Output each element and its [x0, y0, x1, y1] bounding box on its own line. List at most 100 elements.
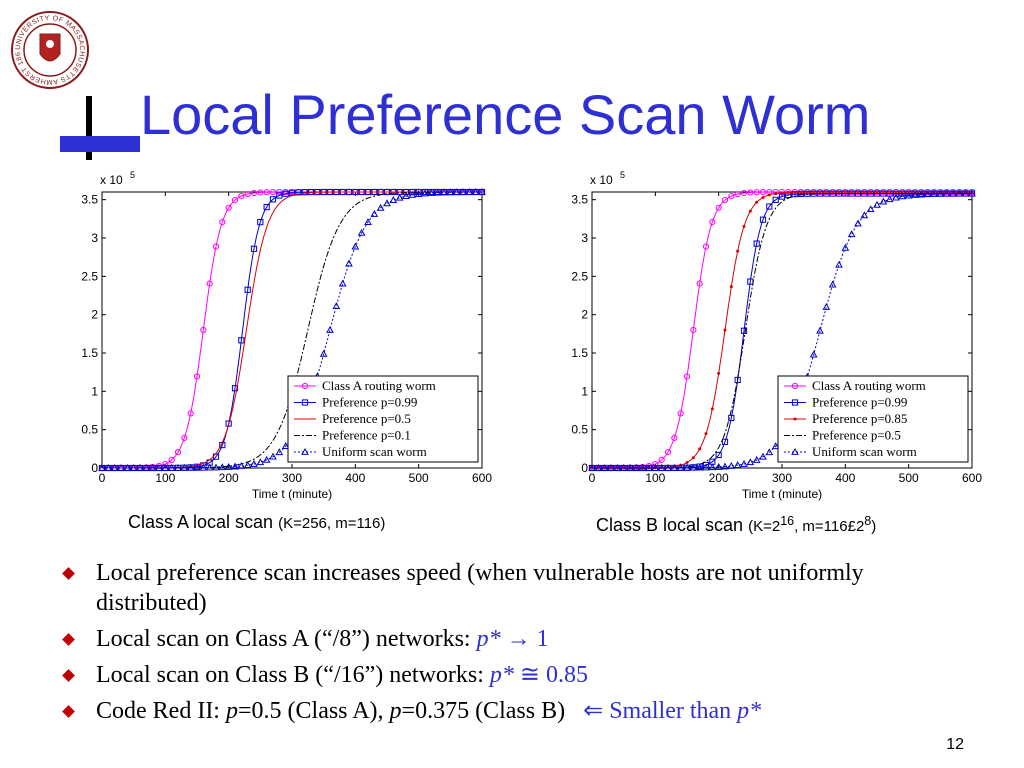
series-marker: [740, 459, 748, 467]
chart-class-b: x 10 5 0 100 200 300 400 500 600 0 0.5 1 1.5 2 2.5 3 3.5…: [571, 170, 982, 501]
series-marker: [212, 463, 220, 471]
bullet-item: Local scan on Class A (“/8”) networks: p…: [60, 624, 960, 654]
caption-b-m-exp: 8: [864, 514, 872, 528]
series-marker: [174, 449, 182, 456]
series-marker: [104, 463, 113, 471]
bullet-accent-rel: →: [506, 626, 531, 652]
caption-class-b: Class B local scan (K=216, m=116£28): [596, 514, 876, 536]
series-marker: [843, 190, 847, 194]
series-marker: [269, 189, 277, 196]
x-axis-label: Time t (minute): [742, 487, 822, 501]
y-tick-label: 2.5: [81, 269, 98, 283]
series-marker: [683, 463, 691, 471]
series-marker: [721, 196, 729, 204]
series-marker: [866, 205, 875, 213]
series-marker: [459, 188, 467, 196]
series-marker: [231, 196, 239, 204]
bullet-accent-val: 1: [536, 626, 549, 652]
series-marker: [721, 438, 729, 445]
legend-marker: [793, 417, 797, 421]
legend-label: Class A routing worm: [812, 378, 926, 393]
series-marker: [275, 448, 284, 456]
legend-label: Uniform scan worm: [322, 444, 427, 459]
series-marker: [702, 463, 710, 471]
series-marker: [626, 463, 634, 471]
y-tick-label: 0: [581, 461, 588, 475]
series-marker: [748, 209, 752, 213]
series-marker: [664, 463, 672, 471]
series-marker: [244, 286, 251, 293]
series-marker: [231, 385, 239, 392]
series-marker: [835, 260, 843, 268]
series-marker: [733, 461, 742, 469]
series-marker: [345, 259, 353, 267]
series-marker: [702, 243, 710, 250]
y-tick-label: 3.5: [81, 193, 98, 207]
series-marker: [753, 189, 760, 196]
series-marker: [936, 189, 945, 197]
series-marker: [237, 461, 246, 469]
y-tick-label: 2: [91, 308, 98, 322]
series-marker: [446, 188, 455, 196]
y-tick-label: 3.5: [571, 193, 588, 207]
series-marker: [174, 463, 182, 471]
series-marker: [860, 211, 869, 219]
series-marker: [162, 460, 169, 468]
series-marker: [793, 190, 797, 194]
bullet-text: Local scan on Class A (“/8”) networks:: [96, 626, 477, 652]
series-marker: [427, 188, 436, 196]
series-marker: [664, 449, 672, 456]
caption-b-k-exp: 16: [780, 514, 795, 528]
series-marker: [250, 245, 258, 252]
x-tick-label: 400: [345, 471, 365, 485]
series-marker: [276, 188, 283, 196]
series-marker: [238, 192, 245, 200]
series-marker: [691, 456, 695, 460]
legend-box: [287, 375, 479, 463]
series-marker: [238, 337, 245, 344]
series-marker: [256, 458, 265, 466]
series-marker: [594, 463, 603, 471]
bullet-accent-rel: ≅: [519, 662, 541, 688]
series-marker: [685, 461, 689, 465]
series-marker: [822, 302, 831, 310]
series-marker: [828, 280, 837, 288]
series-marker: [600, 463, 609, 471]
series-marker: [734, 190, 741, 198]
series-marker: [774, 192, 778, 196]
series-marker: [717, 371, 721, 375]
series-marker: [704, 432, 708, 436]
series-marker: [142, 463, 151, 471]
series-marker: [942, 189, 951, 197]
series-marker: [766, 203, 773, 210]
series-marker: [262, 455, 271, 463]
university-seal-icon: UNIVERSITY OF MASSACHUSETTS AMHERST 1863: [10, 10, 89, 89]
series-marker: [809, 350, 818, 358]
bullet-accent-var: p*: [489, 662, 514, 688]
series-marker: [961, 189, 970, 197]
series-marker: [824, 190, 828, 194]
series-marker: [837, 190, 841, 194]
series-marker: [250, 189, 258, 197]
series-marker: [740, 189, 748, 197]
series-marker: [767, 193, 771, 197]
series-marker: [193, 373, 201, 380]
series-marker: [753, 240, 760, 247]
series-marker: [816, 326, 824, 334]
series-marker: [645, 463, 653, 471]
y-exponent-power: 5: [620, 170, 625, 180]
series-marker: [609, 466, 613, 470]
series-marker: [786, 190, 790, 194]
x-tick-label: 500: [899, 471, 919, 485]
series-marker: [778, 188, 786, 196]
series-marker: [949, 189, 957, 197]
series-marker: [351, 242, 360, 250]
caption-b-params-mid: , m=116£2: [794, 518, 865, 535]
legend-label: Preference p=0.1: [322, 428, 411, 443]
series-marker: [873, 200, 881, 208]
legend-label: Class A routing worm: [322, 378, 436, 393]
x-tick-label: 300: [772, 471, 792, 485]
series-marker: [263, 203, 270, 211]
